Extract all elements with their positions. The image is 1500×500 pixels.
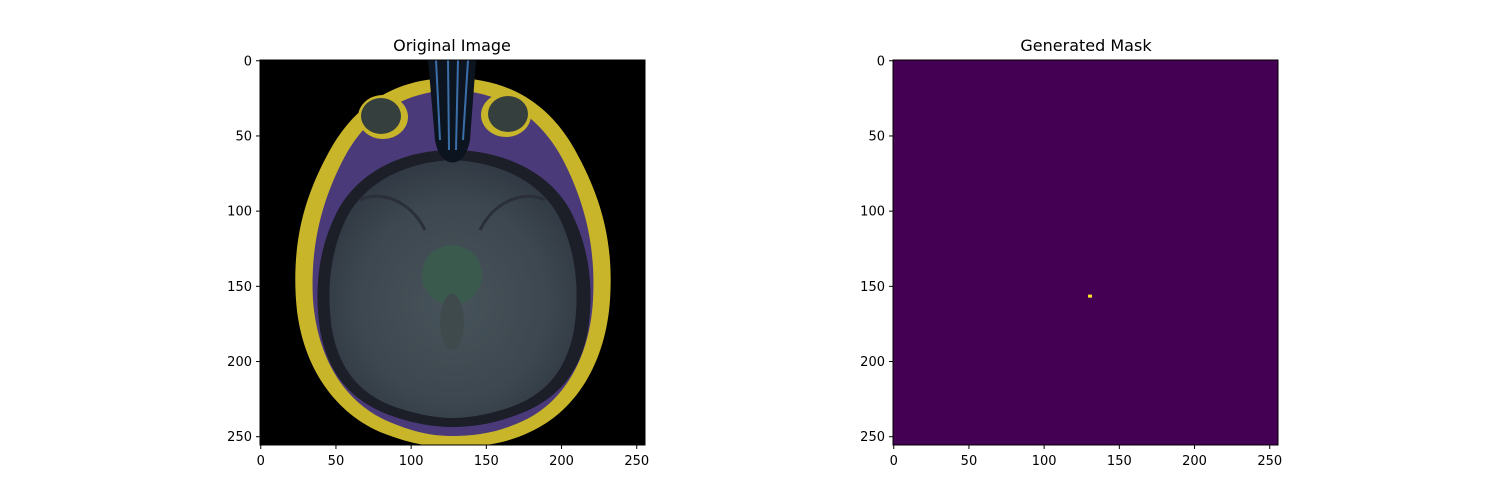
left-eye (361, 98, 401, 134)
y-tick-label: 150 (227, 280, 252, 295)
y-tick-label: 150 (860, 280, 885, 295)
generated-mask-title: Generated Mask (1020, 36, 1152, 55)
y-tick-label: 200 (227, 355, 252, 370)
cerebellar-vermis (440, 294, 464, 350)
generated-mask-axes-frame (892, 59, 1279, 446)
y-tick-label: 0 (877, 54, 885, 69)
x-tick-label: 50 (961, 454, 978, 469)
y-tick-label: 100 (227, 205, 252, 220)
x-tick-label: 0 (890, 454, 898, 469)
x-tick-label: 250 (1257, 454, 1282, 469)
nasal-septum-lines (435, 60, 469, 151)
x-tick-label: 150 (1107, 454, 1132, 469)
y-tick-label: 250 (860, 430, 885, 445)
y-tick-label: 50 (868, 129, 885, 144)
generated-mask-ticks: 0 50 100 150 200 250 0 50 100 150 200 250 (860, 54, 1282, 469)
x-tick-label: 50 (328, 454, 345, 469)
y-tick-label: 100 (860, 205, 885, 220)
y-tick-label: 0 (244, 54, 252, 69)
right-eye (488, 96, 528, 132)
generated-mask-panel: Generated Mask 0 50 100 150 200 250 0 50 100 150 2… (860, 36, 1282, 469)
y-tick-label: 50 (235, 129, 252, 144)
x-tick-label: 250 (624, 454, 649, 469)
mask-background (893, 60, 1278, 445)
mri-scan-image (260, 60, 645, 445)
temporal-lobe-outline (359, 194, 546, 231)
x-tick-label: 150 (474, 454, 499, 469)
mask-highlight-pixel (1088, 294, 1093, 298)
original-image-axes-frame (259, 59, 646, 446)
original-image-panel: Original Image 0 50 100 150 2 (227, 36, 649, 469)
x-tick-label: 200 (1182, 454, 1207, 469)
x-tick-label: 0 (257, 454, 265, 469)
brainstem (422, 245, 482, 305)
original-image-ticks: 0 50 100 150 200 250 0 50 100 150 200 250 (227, 54, 649, 469)
y-tick-label: 200 (860, 355, 885, 370)
x-tick-label: 100 (399, 454, 424, 469)
x-tick-label: 200 (549, 454, 574, 469)
original-image-title: Original Image (393, 36, 511, 55)
x-tick-label: 100 (1032, 454, 1057, 469)
y-tick-label: 250 (227, 430, 252, 445)
